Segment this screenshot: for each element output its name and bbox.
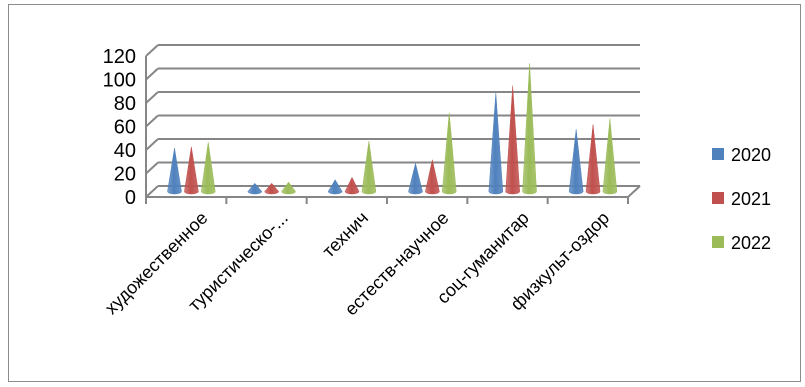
y-tick-label: 0 [125, 187, 136, 209]
gridline-depth [145, 91, 159, 104]
legend-item-2020: 2020 [712, 145, 771, 165]
bar-2021-0 [184, 146, 199, 195]
gridline-depth [145, 67, 159, 81]
legend-label: 2022 [731, 233, 771, 253]
gridline-depth [145, 44, 159, 57]
cone-shape [344, 176, 360, 195]
cone-shape [247, 182, 263, 195]
x-category-label: технич [318, 208, 372, 262]
cone-shape [167, 147, 182, 195]
y-tick-label: 40 [114, 140, 136, 162]
cone-shape [568, 129, 584, 195]
cone-shape [585, 124, 601, 195]
legend-swatch [712, 192, 724, 204]
axes [145, 56, 641, 204]
legend-label: 2021 [731, 189, 771, 209]
cone-shape [184, 146, 199, 195]
cone-shape [602, 118, 618, 195]
bar-2020-0 [167, 147, 182, 195]
cone-shape [327, 179, 343, 195]
legend: 2020 2021 2022 [712, 145, 771, 253]
cone-shape [281, 181, 296, 195]
bar-2021-2 [344, 176, 360, 195]
legend-swatch [712, 148, 724, 160]
legend-swatch [712, 236, 724, 248]
floor-right-edge [627, 185, 641, 198]
y-tick-label: 100 [103, 70, 136, 92]
gridline-depth [145, 161, 159, 175]
y-tick-label: 80 [114, 93, 136, 115]
cone-shape [200, 142, 216, 195]
cone-shape [488, 92, 504, 195]
bar-2021-4 [505, 85, 520, 195]
cone-shape [361, 140, 377, 195]
bar-2020-5 [568, 129, 584, 195]
bar-2020-1 [247, 182, 263, 195]
gridline-depth [145, 185, 159, 198]
cone-shape [505, 85, 520, 195]
legend-label: 2020 [731, 145, 771, 165]
grid-lines [145, 44, 640, 198]
bar-2022-3 [441, 112, 457, 195]
cone-shape [408, 163, 423, 195]
cone-shape [425, 159, 440, 195]
cone-shape [441, 112, 457, 195]
cone-shape [264, 182, 279, 195]
bar-2021-3 [425, 159, 440, 195]
gridline-depth [145, 138, 159, 151]
bar-2020-3 [408, 163, 423, 195]
bar-2022-2 [361, 140, 377, 195]
bar-2022-1 [281, 181, 296, 195]
plot-area [167, 63, 618, 195]
bar-2020-2 [327, 179, 343, 195]
y-tick-label: 20 [114, 164, 136, 186]
legend-item-2022: 2022 [712, 233, 771, 253]
bar-2022-0 [200, 142, 216, 195]
bar-2020-4 [488, 92, 504, 195]
bar-2022-4 [522, 63, 537, 195]
chart-frame [8, 4, 801, 382]
y-tick-label: 120 [103, 46, 136, 68]
legend-item-2021: 2021 [712, 189, 771, 209]
bar-2022-5 [602, 118, 618, 195]
cone-shape [522, 63, 537, 195]
bar-2021-5 [585, 124, 601, 195]
bar-2021-1 [264, 182, 279, 195]
gridline-depth [145, 114, 159, 128]
y-tick-label: 60 [114, 117, 136, 139]
